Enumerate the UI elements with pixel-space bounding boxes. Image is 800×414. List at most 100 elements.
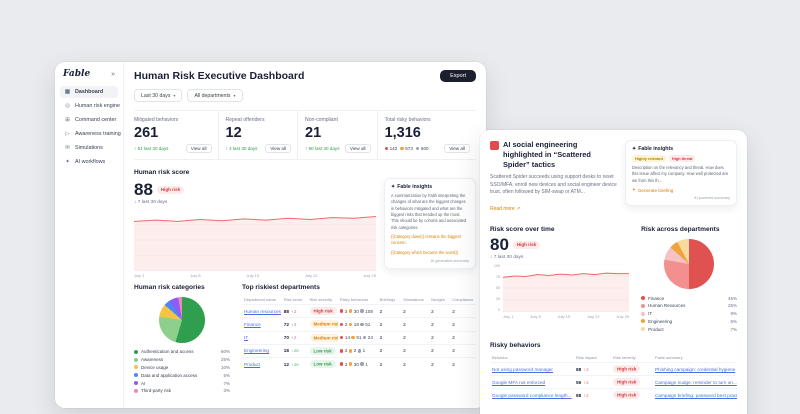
sidebar-item-command-center[interactable]: ⊞ Command center xyxy=(60,114,118,126)
severity-badge: Medium risk xyxy=(309,333,338,342)
fable-summary-link[interactable]: Campaign nudge: reminder to turn on... xyxy=(655,379,737,385)
table-row: Finance 72 ↑ 2 Medium risk 2 18 51 2 2 2 xyxy=(242,317,476,331)
column-header: Risk impact xyxy=(575,355,597,361)
article-title: AI social engineering highlighted in “Sc… xyxy=(503,140,591,169)
risk-score-section: 88 High risk ↓ 7 last 30 days July 1 Jul… xyxy=(133,178,476,278)
risk-categories-title: Human risk categories xyxy=(134,284,205,291)
risk-categories-panel: Human risk categories Authentication and… xyxy=(134,284,230,400)
dashboard-window: Fable » ▦ Dashboard ◎ Human risk engine … xyxy=(55,62,486,408)
fable-summary-link[interactable]: Campaign briefing: password best practi.… xyxy=(655,392,737,398)
threat-badge: High threat xyxy=(668,155,696,162)
behavior-link[interactable]: Google password compliance length... xyxy=(492,392,572,398)
risky-behaviors-title: Risky behaviors xyxy=(490,342,541,350)
sidebar-item-dashboard[interactable]: ▦ Dashboard xyxy=(60,86,118,98)
legend-dot xyxy=(641,311,646,316)
department-link[interactable]: Engineering xyxy=(244,348,270,354)
column-header: Risky behaviors xyxy=(339,297,369,302)
legend-dot xyxy=(134,388,138,393)
severity-badge: High risk xyxy=(613,365,641,374)
axis-tick-label: July 1 xyxy=(134,273,145,278)
severity-badge: High risk xyxy=(309,307,337,316)
date-range-value: Last 30 days xyxy=(141,92,171,99)
generate-briefing-link[interactable]: ✦ Generate briefing xyxy=(632,187,674,193)
table-row: Not using password manager 88 ↑ 2 High ri… xyxy=(490,362,737,376)
severity-badge: Low risk xyxy=(309,346,336,355)
axis-tick-label: 75 xyxy=(495,275,500,280)
behaviors-table: Behavior Risk impact Risk severity Fable… xyxy=(490,353,737,402)
risk-severity-badge: High risk xyxy=(156,185,185,194)
legend-dot xyxy=(641,327,646,332)
table-row: Engineering 18 ↓ 20 Low risk 2 2 1 2 2 2 xyxy=(242,343,476,358)
sidebar-collapse-icon[interactable]: » xyxy=(111,70,115,78)
insights-body: Description on the relevancy and threat.… xyxy=(632,165,729,183)
sidebar-item-label: AI workflows xyxy=(75,159,106,165)
column-header: Briefings xyxy=(379,297,396,302)
risk-score-line-chart xyxy=(133,208,377,272)
departments-select[interactable]: All departments ▾ xyxy=(187,89,243,102)
fable-insights-card: ✦ Fable insights A summarization by Fait… xyxy=(384,178,476,270)
date-range-select[interactable]: Last 30 days ▾ xyxy=(134,89,183,102)
page-title: Human Risk Executive Dashboard xyxy=(134,70,305,82)
y-axis-labels: 100 75 50 25 0 xyxy=(490,264,500,312)
column-header: Risk severity xyxy=(309,297,333,302)
department-link[interactable]: IT xyxy=(244,335,249,341)
risk-departments-legend: Finance 45% Human Resources 25% IT 8% Engin… xyxy=(641,294,737,333)
view-all-link[interactable]: View all xyxy=(185,144,212,153)
read-more-link[interactable]: Read more ↗ xyxy=(490,206,521,213)
sidebar-header: Fable » xyxy=(60,69,118,86)
dashboard-icon: ▦ xyxy=(64,89,71,95)
department-link[interactable]: Product xyxy=(244,361,261,367)
insight-badges: Highly relevant High threat xyxy=(632,155,730,162)
department-link[interactable]: Finance xyxy=(244,321,261,327)
export-button[interactable]: Export xyxy=(440,70,476,82)
departments-table: Department name Risk score Risk severity… xyxy=(242,295,476,371)
sidebar-item-ai-workflows[interactable]: ✦ AI workflows xyxy=(60,156,118,168)
behavior-link[interactable]: Google MFA not enforced xyxy=(492,379,546,385)
metric-mitigated-behaviors: Mitigated behaviors 261 ↑ 51 last 30 day… xyxy=(134,111,218,159)
column-header: Risk score xyxy=(283,297,303,302)
behavior-link[interactable]: Not using password manager xyxy=(492,366,553,372)
insights-highlight: {{Category down}} remains the biggest co… xyxy=(391,234,461,246)
behavior-count-chips: 142 573 600 xyxy=(384,146,429,151)
severity-badge: High risk xyxy=(613,391,641,400)
command-center-icon: ⊞ xyxy=(65,117,70,123)
sidebar-item-simulations[interactable]: ✉ Simulations xyxy=(60,142,118,154)
view-all-link[interactable]: View all xyxy=(344,144,371,153)
risk-across-departments-title: Risk across departments xyxy=(641,226,720,234)
insights-body: A summarization by Faith interpreting th… xyxy=(391,193,467,230)
table-row: Google password compliance length... 88 ↑… xyxy=(490,388,737,402)
view-all-link[interactable]: View all xyxy=(444,144,470,153)
table-row: Product 12 ↓ 20 Low risk 2 30 1 2 2 2 2 xyxy=(242,357,476,371)
dashboard-header: Human Risk Executive Dashboard Export xyxy=(134,70,476,82)
sidebar-item-label: Simulations xyxy=(75,145,103,151)
legend-dot xyxy=(641,303,646,308)
dashboard-main: Human Risk Executive Dashboard Export La… xyxy=(124,62,486,408)
threat-intel-window: AI social engineering highlighted in “Sc… xyxy=(480,130,747,414)
departments-table-title: Top riskiest departments xyxy=(242,284,320,291)
gray-dot-icon xyxy=(415,146,420,151)
column-header: Risk severity xyxy=(613,355,636,361)
sidebar-item-awareness-training[interactable]: ▷ Awareness training xyxy=(60,128,120,140)
severity-badge: Medium risk xyxy=(309,320,338,329)
fable-insights-card: ✦ Fable insights Highly relevant High th… xyxy=(625,140,737,207)
table-row: IT 70 ↑ 2 Medium risk 14 51 24 2 2 2 2 xyxy=(242,330,476,345)
department-link[interactable]: Human resources xyxy=(244,308,281,314)
human-risk-engine-icon: ◎ xyxy=(65,103,70,109)
dashboard-bottom-row: Human risk categories Authentication and… xyxy=(134,284,476,400)
metric-delta: ↑ 90 last 30 days xyxy=(305,146,340,151)
relevance-badge: Highly relevant xyxy=(632,155,666,162)
fable-summary-link[interactable]: Phishing campaign: credential hygiene xyxy=(655,366,736,372)
column-header: Simulations xyxy=(403,297,424,302)
article-header-row: AI social engineering highlighted in “Sc… xyxy=(490,140,737,215)
legend-dot xyxy=(134,381,138,386)
table-row: Google MFA not enforced 56 ↑ 2 High risk … xyxy=(490,375,737,389)
departments-value: All departments xyxy=(194,92,231,99)
orange-dot-icon xyxy=(400,146,404,151)
sidebar-item-human-risk-engine[interactable]: ◎ Human risk engine xyxy=(60,100,120,112)
axis-tick-label: 100 xyxy=(493,264,500,269)
view-all-link[interactable]: View all xyxy=(265,144,292,153)
axis-tick-label: July 15 xyxy=(246,273,260,278)
axis-tick-label: 50 xyxy=(495,286,500,291)
risk-score-value: 88 xyxy=(134,180,153,199)
insights-footer: AI powered summary xyxy=(694,196,730,201)
